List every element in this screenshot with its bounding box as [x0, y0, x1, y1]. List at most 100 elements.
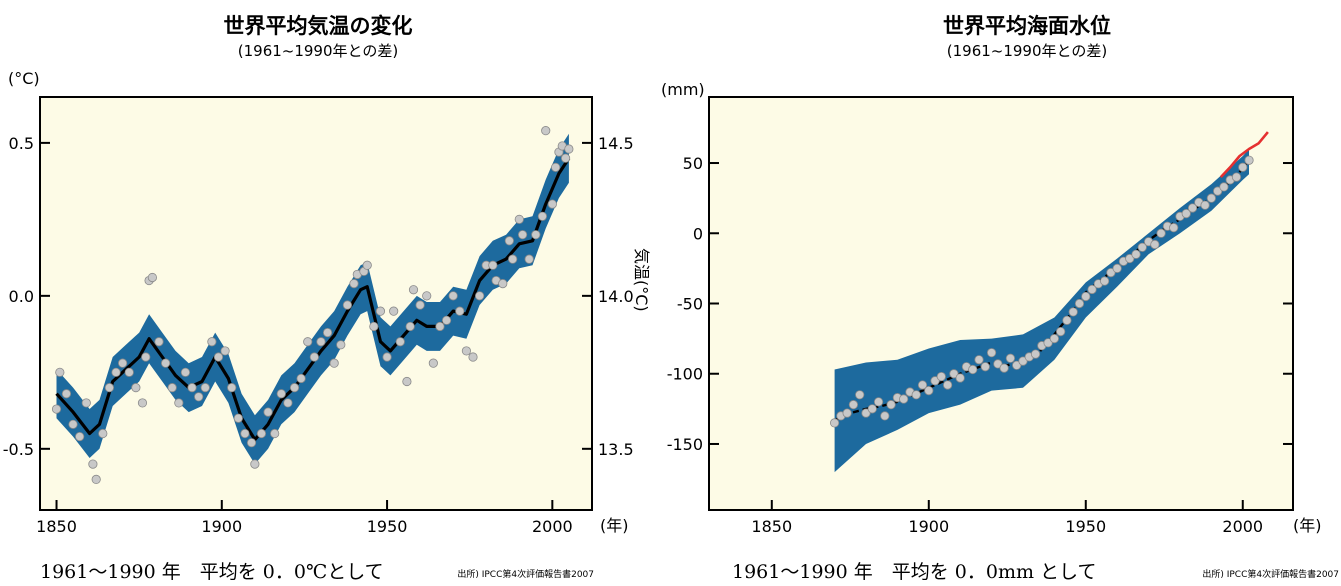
annual-point [227, 383, 237, 393]
annual-point [402, 376, 412, 387]
annual-point [137, 398, 148, 408]
x-tick-label: 2000 [1222, 517, 1263, 536]
annual-point [1106, 267, 1116, 278]
annual-point [524, 254, 534, 264]
annual-point [408, 285, 419, 295]
annual-point [276, 389, 286, 399]
annual-point [91, 474, 101, 485]
annual-point [1231, 172, 1242, 182]
annual-point [428, 358, 438, 368]
axis-ticks: 1850 1900 1950 2000 50 0 -50 -100 -150 [667, 154, 1293, 536]
annual-point [154, 337, 164, 347]
annual-point [1074, 298, 1085, 309]
annual-point [517, 230, 528, 240]
annual-point [564, 144, 574, 154]
annual-point [296, 373, 306, 384]
caption: 1961～1990 年 平均を 0．0℃として [40, 561, 384, 583]
annual-point [1238, 162, 1248, 172]
annual-point [81, 398, 91, 408]
annual-point [1043, 338, 1053, 348]
chart-subtitle: (1961~1990年との差) [238, 42, 398, 60]
annual-point [75, 431, 85, 442]
annual-point [111, 367, 121, 377]
annual-point [263, 407, 273, 417]
annual-point [1213, 186, 1223, 196]
annual-point [395, 337, 405, 347]
y-tick-label: 0 [693, 224, 703, 243]
source-note: 出所) IPCC第4次評価報告書2007 [457, 568, 594, 580]
annual-point [999, 363, 1009, 373]
caption: 1961～1990 年 平均を 0．0mm として [732, 561, 1096, 583]
annual-point [435, 321, 445, 332]
annual-point [180, 367, 191, 377]
annual-point [441, 315, 452, 325]
x-tick-label: 1950 [367, 517, 408, 536]
annual-point [1062, 315, 1072, 325]
annual-point [375, 306, 386, 316]
plot-marks [829, 131, 1269, 473]
annual-point [382, 352, 392, 362]
annual-point [488, 260, 498, 270]
annual-point [55, 367, 65, 377]
annual-point [336, 340, 346, 350]
chart-title: 世界平均海面水位 [943, 14, 1111, 38]
annual-point [98, 428, 108, 439]
temperature-chart: 世界平均気温の変化 (1961~1990年との差) (°C) 1850 1900 1… [3, 14, 651, 583]
axis-ticks: 1850 1900 1950 2000 0.5 0.0 -0.5 14.5 14.0 13.5 [3, 134, 634, 536]
annual-point [867, 404, 877, 414]
annual-point [118, 358, 128, 368]
annual-point [848, 400, 859, 410]
annual-point [167, 383, 177, 393]
y-tick-label: -0.5 [3, 440, 34, 459]
x-tick-label: 2000 [532, 517, 573, 536]
annual-point [220, 346, 230, 356]
annual-point [240, 428, 250, 439]
annual-point [422, 291, 432, 301]
annual-point [1187, 203, 1198, 213]
annual-point [1056, 326, 1066, 337]
smoothed-line [55, 157, 571, 442]
annual-point [147, 272, 157, 283]
annual-point [200, 383, 210, 393]
annual-point [829, 418, 840, 428]
annual-point [1206, 193, 1216, 203]
y-tick-label: 0.5 [9, 134, 34, 153]
annual-point [270, 428, 280, 439]
annual-point [924, 385, 934, 396]
annual-point [329, 358, 339, 368]
annual-point [936, 371, 946, 382]
annual-point [1200, 200, 1210, 210]
uncertainty-band [834, 149, 1249, 473]
annual-point [448, 291, 458, 301]
annual-point [61, 389, 72, 399]
annual-point [194, 392, 204, 402]
right-tick-label: 13.5 [598, 440, 634, 459]
annual-point [949, 369, 959, 379]
y-unit-label: (mm) [661, 80, 705, 99]
right-tick-label: 14.5 [598, 134, 634, 153]
annual-point [88, 459, 98, 469]
plot-area [39, 96, 593, 511]
annual-point [1150, 239, 1160, 250]
annual-point [930, 376, 940, 386]
annual-point [51, 404, 62, 414]
annual-point [1018, 356, 1028, 366]
annual-point [974, 355, 984, 365]
annual-point [342, 300, 353, 310]
annual-point [993, 359, 1003, 369]
x-tick-label: 1900 [201, 517, 242, 536]
annual-point [531, 230, 541, 240]
y-tick-label: 0.0 [9, 287, 34, 306]
y-tick-label: -150 [667, 435, 703, 454]
annual-point [256, 428, 267, 439]
annual-point [233, 413, 243, 423]
annual-point [1100, 276, 1110, 286]
annual-point [899, 394, 909, 404]
annual-point [968, 364, 978, 375]
annual-point [187, 383, 197, 393]
annual-point [362, 260, 372, 270]
annual-point [1156, 228, 1166, 238]
annual-point [514, 214, 524, 224]
annual-point [207, 337, 217, 347]
right-tick-label: 14.0 [598, 287, 634, 306]
